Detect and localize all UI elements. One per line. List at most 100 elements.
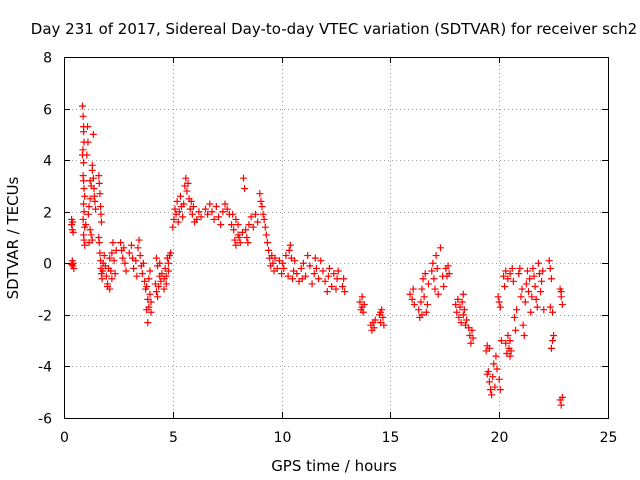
- x-tick-label: 10: [274, 430, 292, 446]
- data-point: [85, 203, 93, 211]
- data-point: [521, 298, 529, 306]
- data-point: [260, 215, 268, 223]
- data-point: [513, 306, 521, 314]
- data-point: [528, 293, 536, 301]
- data-point: [107, 267, 115, 275]
- data-point: [432, 252, 440, 260]
- data-point: [139, 259, 147, 267]
- data-point: [242, 226, 250, 234]
- data-point: [201, 205, 209, 213]
- data-point: [171, 205, 179, 213]
- y-tick-label: 2: [43, 206, 52, 222]
- data-point: [265, 246, 273, 254]
- data-point: [459, 290, 467, 298]
- data-point: [217, 221, 225, 229]
- data-point: [79, 112, 87, 120]
- data-point: [271, 254, 279, 262]
- data-point: [97, 203, 105, 211]
- data-point: [492, 352, 500, 360]
- data-point: [84, 138, 92, 146]
- data-point: [529, 264, 537, 272]
- y-tick-label: 4: [43, 154, 52, 170]
- data-point: [143, 306, 151, 314]
- data-point: [317, 257, 325, 265]
- y-tick-label: 6: [43, 103, 52, 119]
- data-point: [330, 270, 338, 278]
- data-point: [68, 261, 76, 269]
- x-tick-label: 15: [382, 430, 400, 446]
- data-point: [408, 295, 416, 303]
- data-point: [122, 267, 130, 275]
- data-point: [282, 252, 290, 260]
- data-point: [434, 290, 442, 298]
- data-point: [433, 264, 441, 272]
- data-point: [89, 174, 97, 182]
- data-point: [176, 192, 184, 200]
- data-point: [85, 239, 93, 247]
- x-tick-label: 5: [169, 430, 178, 446]
- data-point: [234, 221, 242, 229]
- data-point: [210, 215, 218, 223]
- data-point: [502, 339, 510, 347]
- data-point: [204, 210, 212, 218]
- data-point: [145, 275, 153, 283]
- data-point: [285, 246, 293, 254]
- data-point: [89, 130, 97, 138]
- data-point: [377, 308, 385, 316]
- data-point: [467, 339, 475, 347]
- data-point: [532, 295, 540, 303]
- data-point: [132, 257, 140, 265]
- data-point: [495, 298, 503, 306]
- data-point: [193, 215, 201, 223]
- data-point: [311, 254, 319, 262]
- data-point: [109, 239, 117, 247]
- data-point: [457, 319, 465, 327]
- data-point: [141, 277, 149, 285]
- data-point: [429, 259, 437, 267]
- data-point: [332, 285, 340, 293]
- data-point: [310, 270, 318, 278]
- data-point: [525, 288, 533, 296]
- data-point: [460, 306, 468, 314]
- data-point: [288, 275, 296, 283]
- data-point: [88, 161, 96, 169]
- data-point: [179, 213, 187, 221]
- data-point: [428, 267, 436, 275]
- data-point: [245, 221, 253, 229]
- data-point: [84, 123, 92, 131]
- data-point: [130, 264, 138, 272]
- data-point: [341, 288, 349, 296]
- data-point: [380, 321, 388, 329]
- y-tick-label: -4: [38, 360, 52, 376]
- data-point: [534, 259, 542, 267]
- x-tick-label: 0: [60, 430, 69, 446]
- data-point: [340, 275, 348, 283]
- data-point: [409, 285, 417, 293]
- data-point: [506, 270, 514, 278]
- data-point: [244, 239, 252, 247]
- data-point: [189, 203, 197, 211]
- data-point: [328, 282, 336, 290]
- data-point: [241, 185, 249, 193]
- data-point: [496, 303, 504, 311]
- data-point: [530, 272, 538, 280]
- data-point: [102, 272, 110, 280]
- data-point: [175, 208, 183, 216]
- data-point: [70, 264, 78, 272]
- data-point: [423, 301, 431, 309]
- data-point: [444, 262, 452, 270]
- data-point: [506, 337, 514, 345]
- data-point: [278, 270, 286, 278]
- data-point: [79, 215, 87, 223]
- data-point: [254, 218, 262, 226]
- data-point: [493, 365, 501, 373]
- data-point: [158, 270, 166, 278]
- data-point: [84, 210, 92, 218]
- data-point: [273, 264, 281, 272]
- data-point: [90, 185, 98, 193]
- data-point: [152, 254, 160, 262]
- data-point: [97, 218, 105, 226]
- data-point: [232, 241, 240, 249]
- data-point: [258, 203, 266, 211]
- data-point: [546, 264, 554, 272]
